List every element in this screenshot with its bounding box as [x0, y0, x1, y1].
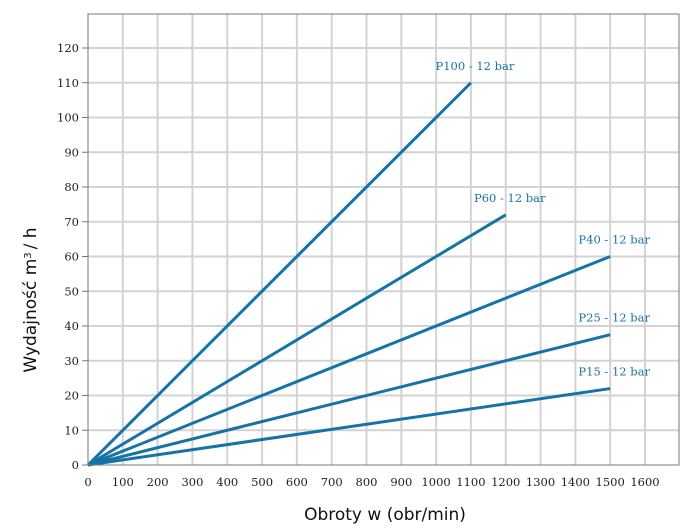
x-tick-label: 1200 [491, 475, 520, 489]
y-tick-labels: 0 10 20 30 40 50 60 70 80 90 100 110 120 [57, 41, 88, 472]
y-axis-title: Wydajność m3 / h [21, 227, 41, 372]
y-tick-label: 40 [64, 319, 79, 333]
y-axis-title-main: Wydajność m [21, 259, 41, 373]
series-line-p40 [87, 255, 611, 467]
series-line-p100 [86, 81, 472, 467]
y-tick-label: 90 [64, 145, 79, 159]
x-tick-label: 500 [251, 475, 273, 489]
y-tick-label: 20 [64, 389, 79, 403]
y-tick-label: 100 [57, 111, 79, 125]
y-tick-label: 30 [64, 354, 79, 368]
y-tick-label: 10 [64, 423, 79, 437]
x-tick-label: 900 [390, 475, 412, 489]
x-tick-label: 1100 [456, 475, 485, 489]
x-tick-label: 1600 [630, 475, 659, 489]
x-tick-label: 800 [356, 475, 378, 489]
series-line-p60 [87, 213, 507, 467]
series-labels: P100 - 12 bar P60 - 12 bar P40 - 12 bar P25… [435, 59, 650, 379]
x-tick-label: 300 [181, 475, 203, 489]
series-label-p60: P60 - 12 bar [474, 191, 546, 205]
x-tick-label: 0 [84, 475, 91, 489]
series-label-p40: P40 - 12 bar [578, 233, 650, 247]
grid [88, 14, 679, 465]
x-tick-label: 100 [112, 475, 134, 489]
x-tick-label: 400 [216, 475, 238, 489]
y-tick-label: 50 [64, 284, 79, 298]
y-tick-label: 110 [57, 76, 79, 90]
x-tick-label: 1500 [596, 475, 625, 489]
series-line-p25 [87, 333, 611, 467]
series-label-p15: P15 - 12 bar [578, 365, 650, 379]
x-tick-label: 1000 [421, 475, 450, 489]
series-label-p25: P25 - 12 bar [578, 311, 650, 325]
x-tick-labels: 0 100 200 300 400 500 600 700 800 900 1000 1100 1200… [84, 475, 659, 489]
x-tick-label: 600 [286, 475, 308, 489]
x-axis-title: Obroty w (obr/min) [304, 505, 466, 525]
y-axis-title-superscript: 3 [23, 252, 34, 258]
series-label-p100: P100 - 12 bar [435, 59, 514, 73]
y-tick-label: 60 [64, 250, 79, 264]
y-tick-label: 120 [57, 41, 79, 55]
x-tick-label: 700 [321, 475, 343, 489]
plot-frame [87, 13, 680, 466]
y-axis-title-suffix: / h [21, 227, 41, 249]
y-tick-label: 80 [64, 180, 79, 194]
y-tick-label: 70 [64, 215, 79, 229]
x-tick-label: 200 [147, 475, 169, 489]
series-line-p15 [87, 387, 611, 467]
x-tick-label: 1300 [526, 475, 555, 489]
series-lines [86, 81, 611, 467]
x-tick-label: 1400 [561, 475, 590, 489]
y-tick-label: 0 [72, 458, 79, 472]
